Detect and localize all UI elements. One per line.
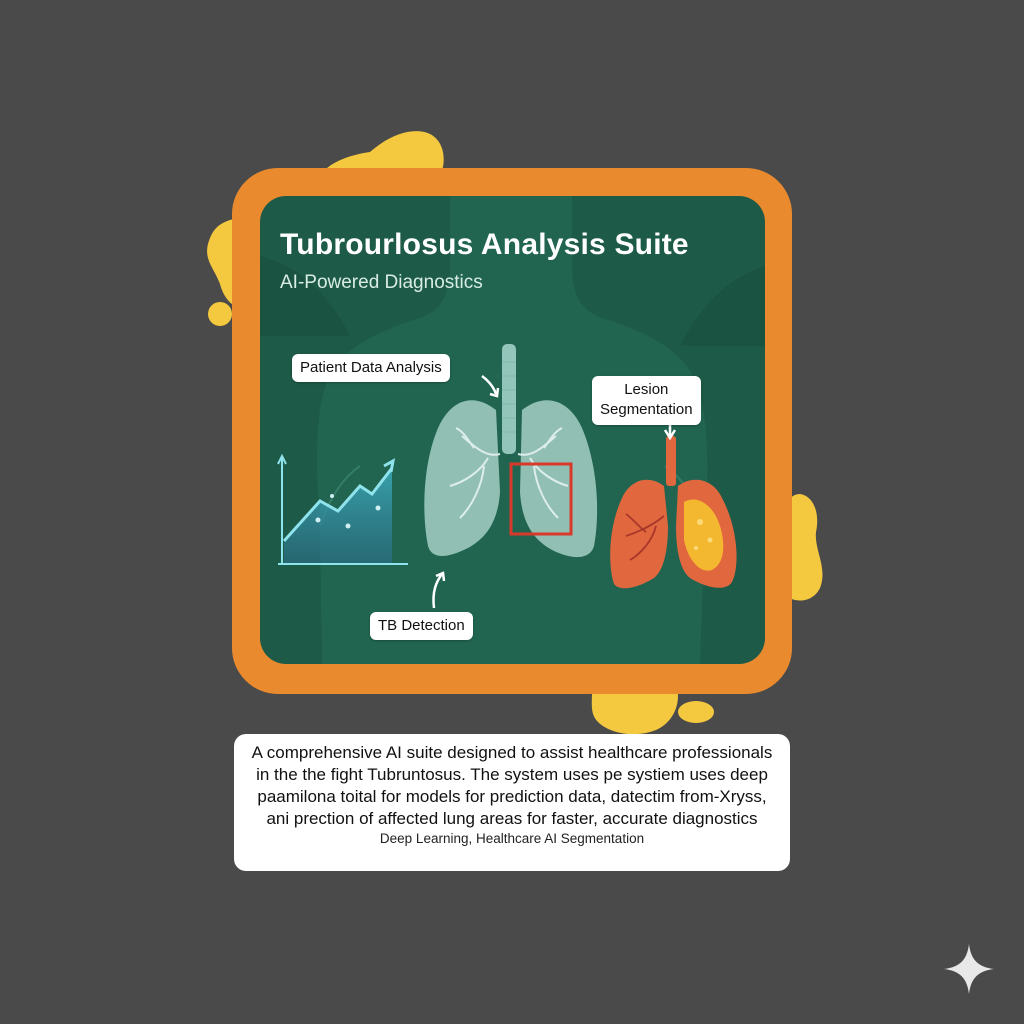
lesion-label-line2: Segmentation <box>600 401 693 419</box>
description-box: A comprehensive AI suite designed to ass… <box>234 734 790 871</box>
card-illustration <box>260 196 765 664</box>
page-title: Tubrourlosus Analysis Suite <box>280 228 689 261</box>
analysis-card: Tubrourlosus Analysis Suite AI-Powered D… <box>260 196 765 664</box>
segmented-lungs-icon <box>610 436 737 589</box>
lesion-label-line1: Lesion <box>624 381 669 398</box>
description-text: A comprehensive AI suite designed to ass… <box>251 743 773 828</box>
page-subtitle: AI-Powered Diagnostics <box>280 272 483 293</box>
lungs-icon <box>424 344 598 558</box>
arrows <box>432 375 677 609</box>
patient-data-label: Patient Data Analysis <box>292 354 450 383</box>
lesion-segmentation-label: Lesion Segmentation <box>592 376 701 425</box>
tb-detection-label: TB Detection <box>370 612 473 641</box>
description-tags: Deep Learning, Healthcare AI Segmentatio… <box>379 831 645 846</box>
trend-chart-icon <box>277 453 408 565</box>
sparkle-icon <box>944 944 994 994</box>
